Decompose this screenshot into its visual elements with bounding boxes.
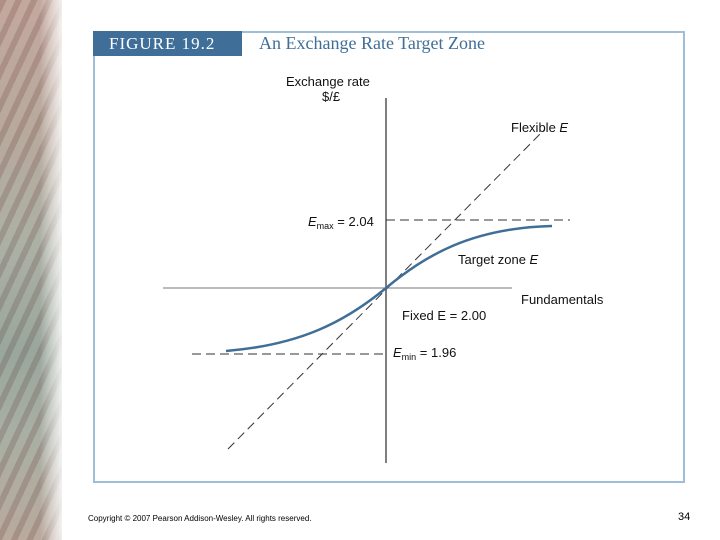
- fixed-e-label: Fixed E = 2.00: [402, 308, 486, 323]
- y-axis-label-line1: Exchange rate: [286, 74, 370, 89]
- target-zone-label: Target zone E: [458, 252, 539, 267]
- flexible-e-label: Flexible E: [511, 120, 568, 135]
- figure-frame: [93, 31, 685, 483]
- figure-title: An Exchange Rate Target Zone: [259, 33, 485, 53]
- figure-tag: FIGURE 19.2: [93, 31, 242, 56]
- target-zone-curve: [225, 224, 553, 353]
- copyright-notice: Copyright © 2007 Pearson Addison-Wesley.…: [88, 514, 312, 523]
- decorative-banknote-strip: [0, 0, 62, 540]
- emax-label: Emax = 2.04: [308, 214, 374, 231]
- y-axis-label-line2: $/£: [322, 89, 341, 104]
- page-number: 34: [678, 511, 691, 523]
- emin-label: Emin = 1.96: [393, 345, 456, 362]
- fundamentals-label: Fundamentals: [521, 292, 604, 307]
